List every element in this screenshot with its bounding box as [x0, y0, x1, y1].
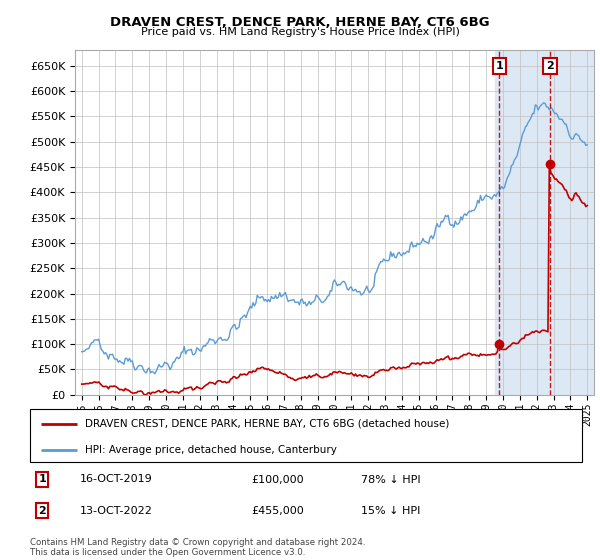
Text: 16-OCT-2019: 16-OCT-2019 [80, 474, 152, 484]
Text: 78% ↓ HPI: 78% ↓ HPI [361, 474, 421, 484]
Text: £100,000: £100,000 [251, 474, 304, 484]
Bar [494, 50, 600, 395]
Text: HPI: Average price, detached house, Canterbury: HPI: Average price, detached house, Cant… [85, 445, 337, 455]
Text: £455,000: £455,000 [251, 506, 304, 516]
Text: 1: 1 [38, 474, 46, 484]
FancyBboxPatch shape [30, 409, 582, 462]
Text: Price paid vs. HM Land Registry's House Price Index (HPI): Price paid vs. HM Land Registry's House … [140, 27, 460, 37]
Text: 2: 2 [546, 61, 554, 71]
Text: 13-OCT-2022: 13-OCT-2022 [80, 506, 152, 516]
Text: 2: 2 [38, 506, 46, 516]
Text: DRAVEN CREST, DENCE PARK, HERNE BAY, CT6 6BG: DRAVEN CREST, DENCE PARK, HERNE BAY, CT6… [110, 16, 490, 29]
Text: 1: 1 [496, 61, 503, 71]
Text: DRAVEN CREST, DENCE PARK, HERNE BAY, CT6 6BG (detached house): DRAVEN CREST, DENCE PARK, HERNE BAY, CT6… [85, 419, 449, 429]
Text: Contains HM Land Registry data © Crown copyright and database right 2024.
This d: Contains HM Land Registry data © Crown c… [30, 538, 365, 557]
Text: 15% ↓ HPI: 15% ↓ HPI [361, 506, 421, 516]
